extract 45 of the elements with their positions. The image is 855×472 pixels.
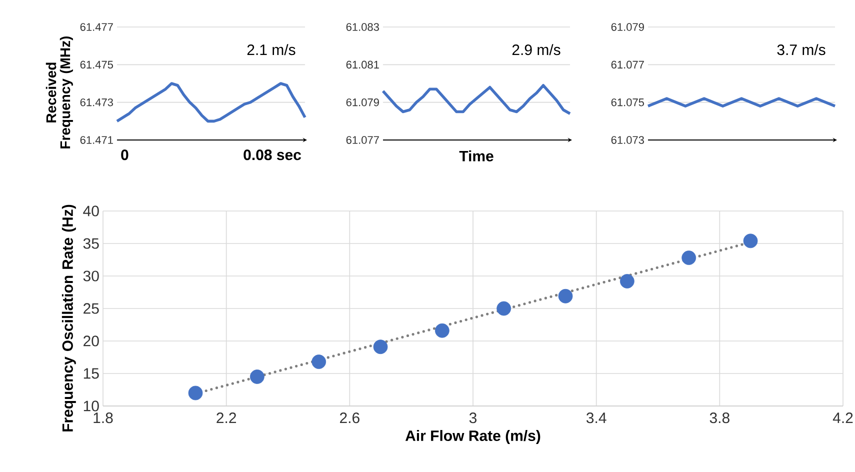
point <box>373 340 388 354</box>
y-axis-title: Frequency Oscillation Rate (Hz) <box>62 204 76 432</box>
annotation: 3.7 m/s <box>777 44 826 56</box>
x-axis-title: Air Flow Rate (m/s) <box>405 430 540 444</box>
y-tick-label: 10 <box>84 400 99 412</box>
y-tick-label: 61.473 <box>80 98 113 106</box>
y-tick-label: 61.475 <box>80 60 113 69</box>
point <box>496 301 512 316</box>
x-tick-label: 3.4 <box>586 412 606 424</box>
y-tick-label: 40 <box>83 206 99 216</box>
y-tick-label: 15 <box>84 368 99 379</box>
y-tick-label: 61.079 <box>346 98 379 106</box>
point <box>434 323 450 338</box>
y-tick-label: 61.081 <box>346 60 379 69</box>
annotation: 2.9 m/s <box>512 44 560 56</box>
y-tick-label: 30 <box>83 270 99 282</box>
point <box>682 250 696 265</box>
point <box>620 274 634 288</box>
point <box>250 370 264 384</box>
x-tick-label: 3.8 <box>710 412 730 424</box>
y-axis-title: Received Frequency (MHz) <box>46 36 73 148</box>
y-tick-label: 25 <box>84 303 99 314</box>
point <box>188 386 203 400</box>
y-tick-label: 61.075 <box>611 98 644 106</box>
annotation: 2.1 m/s <box>247 44 296 56</box>
y-tick-label: 61.477 <box>80 23 113 31</box>
y-tick-label: 61.083 <box>346 23 379 31</box>
y-tick-label: 61.471 <box>80 136 113 144</box>
y-tick-label: 61.079 <box>611 23 644 31</box>
y-tick-label: 20 <box>84 336 99 346</box>
y-tick-label: 61.077 <box>346 136 379 144</box>
point <box>312 354 326 369</box>
point <box>558 288 573 304</box>
x-tick-label: 4.2 <box>832 412 853 424</box>
y-tick-label: 61.073 <box>611 136 644 144</box>
point <box>743 234 758 248</box>
x-tick-label: 2.2 <box>216 412 236 424</box>
x-tick-label: 2.6 <box>340 412 360 424</box>
text: 0.08 sec <box>244 150 302 160</box>
x-tick-label: 1.8 <box>94 412 113 424</box>
y-tick-label: 61.077 <box>611 60 644 69</box>
x-tick-label: 3 <box>469 412 477 424</box>
x-axis-title: Time <box>459 150 494 162</box>
y-tick-label: 35 <box>83 238 99 249</box>
text: 0 <box>121 150 128 160</box>
